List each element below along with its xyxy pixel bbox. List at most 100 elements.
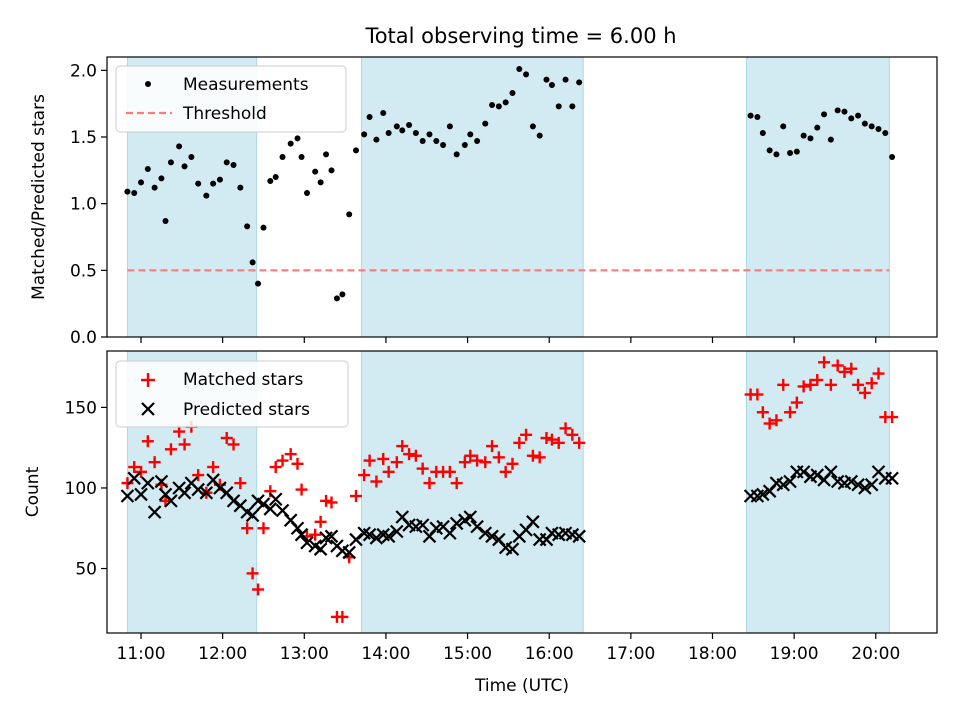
- x-tick-label: 17:00: [606, 644, 655, 664]
- predicted-star-point: [485, 529, 499, 544]
- matched-star-point: [756, 406, 769, 419]
- measurement-point: [230, 162, 237, 168]
- measurement-point: [875, 126, 882, 132]
- predicted-star-point: [449, 516, 464, 531]
- measurement-point: [138, 179, 145, 186]
- matched-star-point: [370, 475, 383, 488]
- measurement-point: [244, 223, 251, 230]
- bot-yticks-label: 100: [65, 479, 97, 499]
- measurement-point: [461, 142, 468, 148]
- predicted-star-point: [300, 535, 314, 550]
- bottom-x-ticks: 11:00 12:00 13:00 14:00 15:00 16:00 17:00 18:00…: [117, 633, 900, 664]
- matched-star-point: [852, 378, 865, 391]
- measurement-point: [855, 112, 862, 119]
- matched-star-point: [464, 449, 477, 462]
- x-tick-label: 15:00: [443, 644, 492, 664]
- matched-star-point: [479, 456, 492, 469]
- predicted-star-point: [796, 465, 811, 479]
- matched-star-point: [865, 377, 878, 390]
- matched-star-point: [390, 456, 403, 469]
- measurement-point: [279, 154, 286, 160]
- matched-star-point: [257, 522, 270, 535]
- matched-star-point: [192, 469, 205, 482]
- measurement-point: [412, 130, 419, 136]
- measurement-point: [548, 82, 555, 88]
- x-tick-label: 20:00: [851, 644, 900, 664]
- predicted-star-point: [154, 474, 169, 489]
- bot-yticks-label: 150: [65, 398, 97, 418]
- top-y-axis-label: Matched/Predicted stars: [29, 94, 49, 300]
- predicted-star-point: [313, 542, 328, 556]
- predicted-star-point: [191, 482, 205, 497]
- matched-star-point: [838, 365, 851, 378]
- measurement-point: [841, 108, 848, 115]
- top-yticks-label: 1.5: [70, 128, 97, 148]
- measurement-point: [162, 218, 169, 224]
- top-yticks-label: 2.0: [70, 61, 97, 81]
- measurement-point: [406, 122, 413, 128]
- matched-star-point: [845, 362, 858, 375]
- matched-star-point: [520, 428, 533, 441]
- matched-star-point: [227, 438, 240, 451]
- predicted-star-point: [127, 471, 141, 486]
- measurement-point: [433, 138, 440, 144]
- measurement-point: [373, 136, 380, 143]
- measurement-point: [124, 188, 131, 195]
- matched-star-point: [545, 433, 558, 446]
- x-tick-label: 18:00: [688, 644, 737, 664]
- x-tick-label: 19:00: [770, 644, 819, 664]
- measurement-point: [272, 174, 279, 180]
- matched-star-point: [409, 449, 422, 462]
- predicted-star-point: [885, 471, 899, 486]
- matched-star-point: [770, 414, 783, 427]
- predicted-star-point: [756, 487, 770, 502]
- predicted-star-point: [810, 468, 825, 482]
- measurement-point: [509, 90, 516, 96]
- matched-star-point: [443, 465, 456, 478]
- matched-star-point: [499, 465, 512, 478]
- measurement-points: [124, 66, 896, 302]
- matched-star-point: [377, 452, 390, 465]
- measurement-point: [489, 102, 496, 108]
- predicted-star-point: [776, 477, 791, 492]
- predicted-star-point: [381, 529, 396, 544]
- predicted-star-point: [199, 486, 214, 500]
- predicted-star-point: [245, 508, 260, 523]
- measurement-point: [223, 159, 230, 166]
- predicted-star-point: [470, 519, 484, 534]
- measurement-point: [298, 154, 305, 160]
- matched-star-point: [566, 428, 579, 441]
- matched-star-point: [173, 425, 186, 438]
- measurement-point: [361, 131, 368, 138]
- bottom-legend: Matched stars Predicted stars: [115, 360, 349, 428]
- matched-star-point: [763, 417, 776, 430]
- matched-star-point: [220, 432, 233, 445]
- top-x-ticks: [140, 337, 877, 343]
- measurement-point: [848, 115, 855, 122]
- matched-star-point: [246, 567, 259, 580]
- measurement-point: [814, 124, 821, 131]
- top-plot-frame: [106, 56, 938, 338]
- matched-star-point: [325, 496, 338, 509]
- matched-star-point: [207, 461, 220, 474]
- measurement-point: [312, 168, 319, 175]
- matched-star-point: [396, 440, 409, 453]
- matched-star-point: [513, 436, 526, 449]
- predicted-star-point: [213, 481, 227, 495]
- matched-star-point: [450, 477, 463, 490]
- predicted-star-point: [572, 529, 586, 544]
- matched-star-point: [471, 454, 484, 467]
- measurement-point: [446, 123, 453, 130]
- measurement-point: [773, 151, 780, 158]
- x-tick-label: 11:00: [117, 644, 166, 664]
- matched-star-point: [751, 388, 764, 401]
- predicted-star-point: [526, 515, 540, 529]
- matched-star-point: [269, 461, 282, 474]
- predicted-star-point: [226, 494, 241, 508]
- legend-matched-label: Matched stars: [183, 370, 303, 390]
- measurement-point: [167, 159, 174, 166]
- measurement-point: [151, 184, 158, 191]
- measurement-point: [237, 184, 244, 191]
- measurement-point: [793, 148, 800, 155]
